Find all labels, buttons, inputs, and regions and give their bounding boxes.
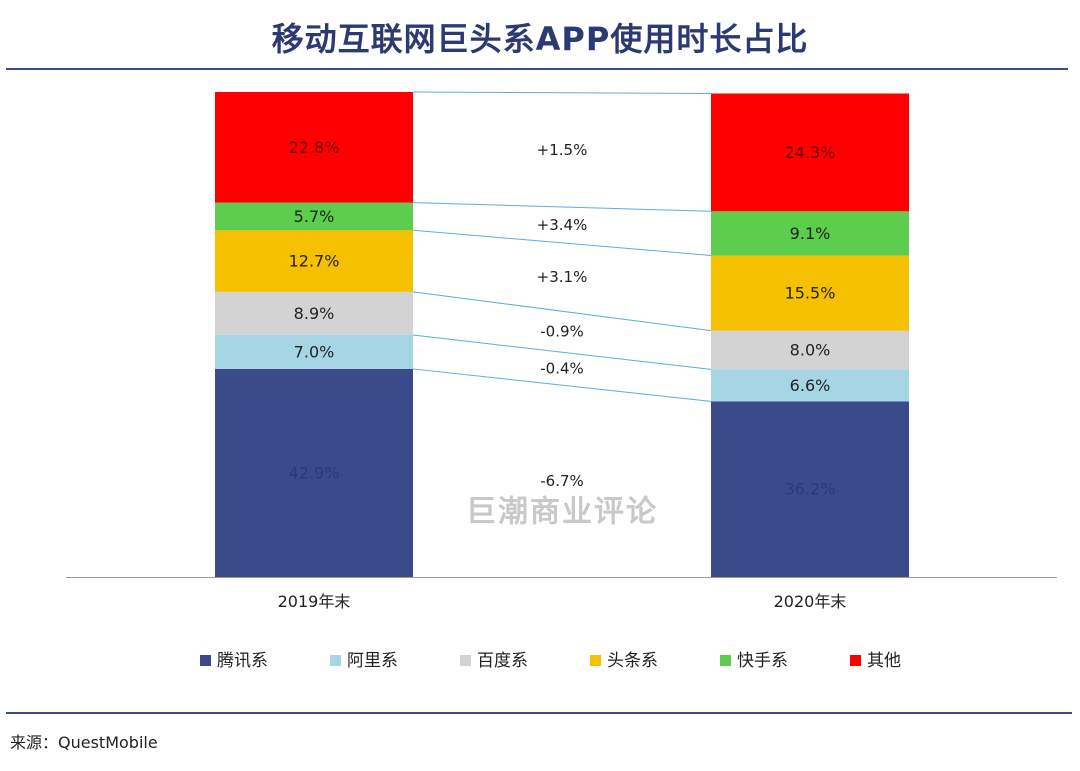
legend-entry: 头条系 — [607, 651, 658, 671]
legend-swatch-3 — [590, 655, 601, 666]
segment-value-label: 6.6% — [790, 376, 831, 395]
connector-line-4 — [412, 202, 712, 212]
chart-title: 移动互联网巨头系APP使用时长占比 — [271, 20, 809, 58]
legend-entry: 其他 — [867, 651, 901, 671]
legend-swatch-1 — [330, 655, 341, 666]
bar-segment-4-1 — [711, 211, 909, 256]
legend-swatch-0 — [200, 655, 211, 666]
source-note: 来源：QuestMobile — [10, 733, 158, 752]
segment-value-label: 15.5% — [785, 284, 836, 303]
segment-value-label: 9.1% — [790, 224, 831, 243]
x-tick-label: 2019年末 — [278, 592, 351, 611]
connector-line-0 — [412, 368, 712, 402]
segment-value-label: 36.2% — [785, 480, 836, 499]
change-label: -0.4% — [540, 360, 584, 378]
change-label: +3.1% — [537, 268, 588, 286]
legend-entry: 百度系 — [477, 651, 528, 671]
x-tick-label: 2020年末 — [774, 592, 847, 611]
connector-line-1 — [412, 334, 712, 370]
segment-value-label: 42.9% — [289, 463, 340, 482]
bar-segment-3-1 — [711, 255, 909, 331]
bar-segment-1-1 — [711, 369, 909, 402]
segment-value-label: 7.0% — [294, 342, 335, 361]
segment-value-label: 12.7% — [289, 252, 340, 271]
change-label: -6.7% — [540, 472, 584, 490]
legend-swatch-4 — [720, 655, 731, 666]
legend-swatch-2 — [460, 655, 471, 666]
connector-line-2 — [412, 291, 712, 332]
legend-entry: 快手系 — [737, 651, 788, 671]
bar-segment-4-0 — [215, 202, 413, 231]
title-divider — [6, 68, 1068, 70]
bar-segment-2-1 — [711, 330, 909, 370]
bar-segment-5-1 — [711, 93, 909, 212]
segment-value-label: 8.9% — [294, 304, 335, 323]
watermark-text: 巨潮商业评论 — [466, 495, 658, 530]
change-label: +1.5% — [537, 141, 588, 159]
segment-value-label: 24.3% — [785, 143, 836, 162]
legend-entry: 腾讯系 — [217, 651, 268, 671]
legend-entry: 阿里系 — [347, 651, 398, 671]
legend-swatch-5 — [850, 655, 861, 666]
bar-segment-0-0 — [215, 368, 413, 577]
connector-line-5 — [412, 91, 712, 94]
segment-value-label: 5.7% — [294, 207, 335, 226]
bar-segment-2-0 — [215, 291, 413, 335]
bar-segment-5-0 — [215, 92, 413, 203]
segment-value-label: 8.0% — [790, 341, 831, 360]
segment-value-label: 22.8% — [289, 138, 340, 157]
change-label: +3.4% — [537, 216, 588, 234]
bar-segment-1-0 — [215, 334, 413, 369]
connector-line-3 — [412, 229, 712, 256]
change-label: -0.9% — [540, 323, 584, 341]
footer-divider — [6, 712, 1072, 714]
bar-segment-3-0 — [215, 230, 413, 292]
bar-segment-0-1 — [711, 401, 909, 577]
